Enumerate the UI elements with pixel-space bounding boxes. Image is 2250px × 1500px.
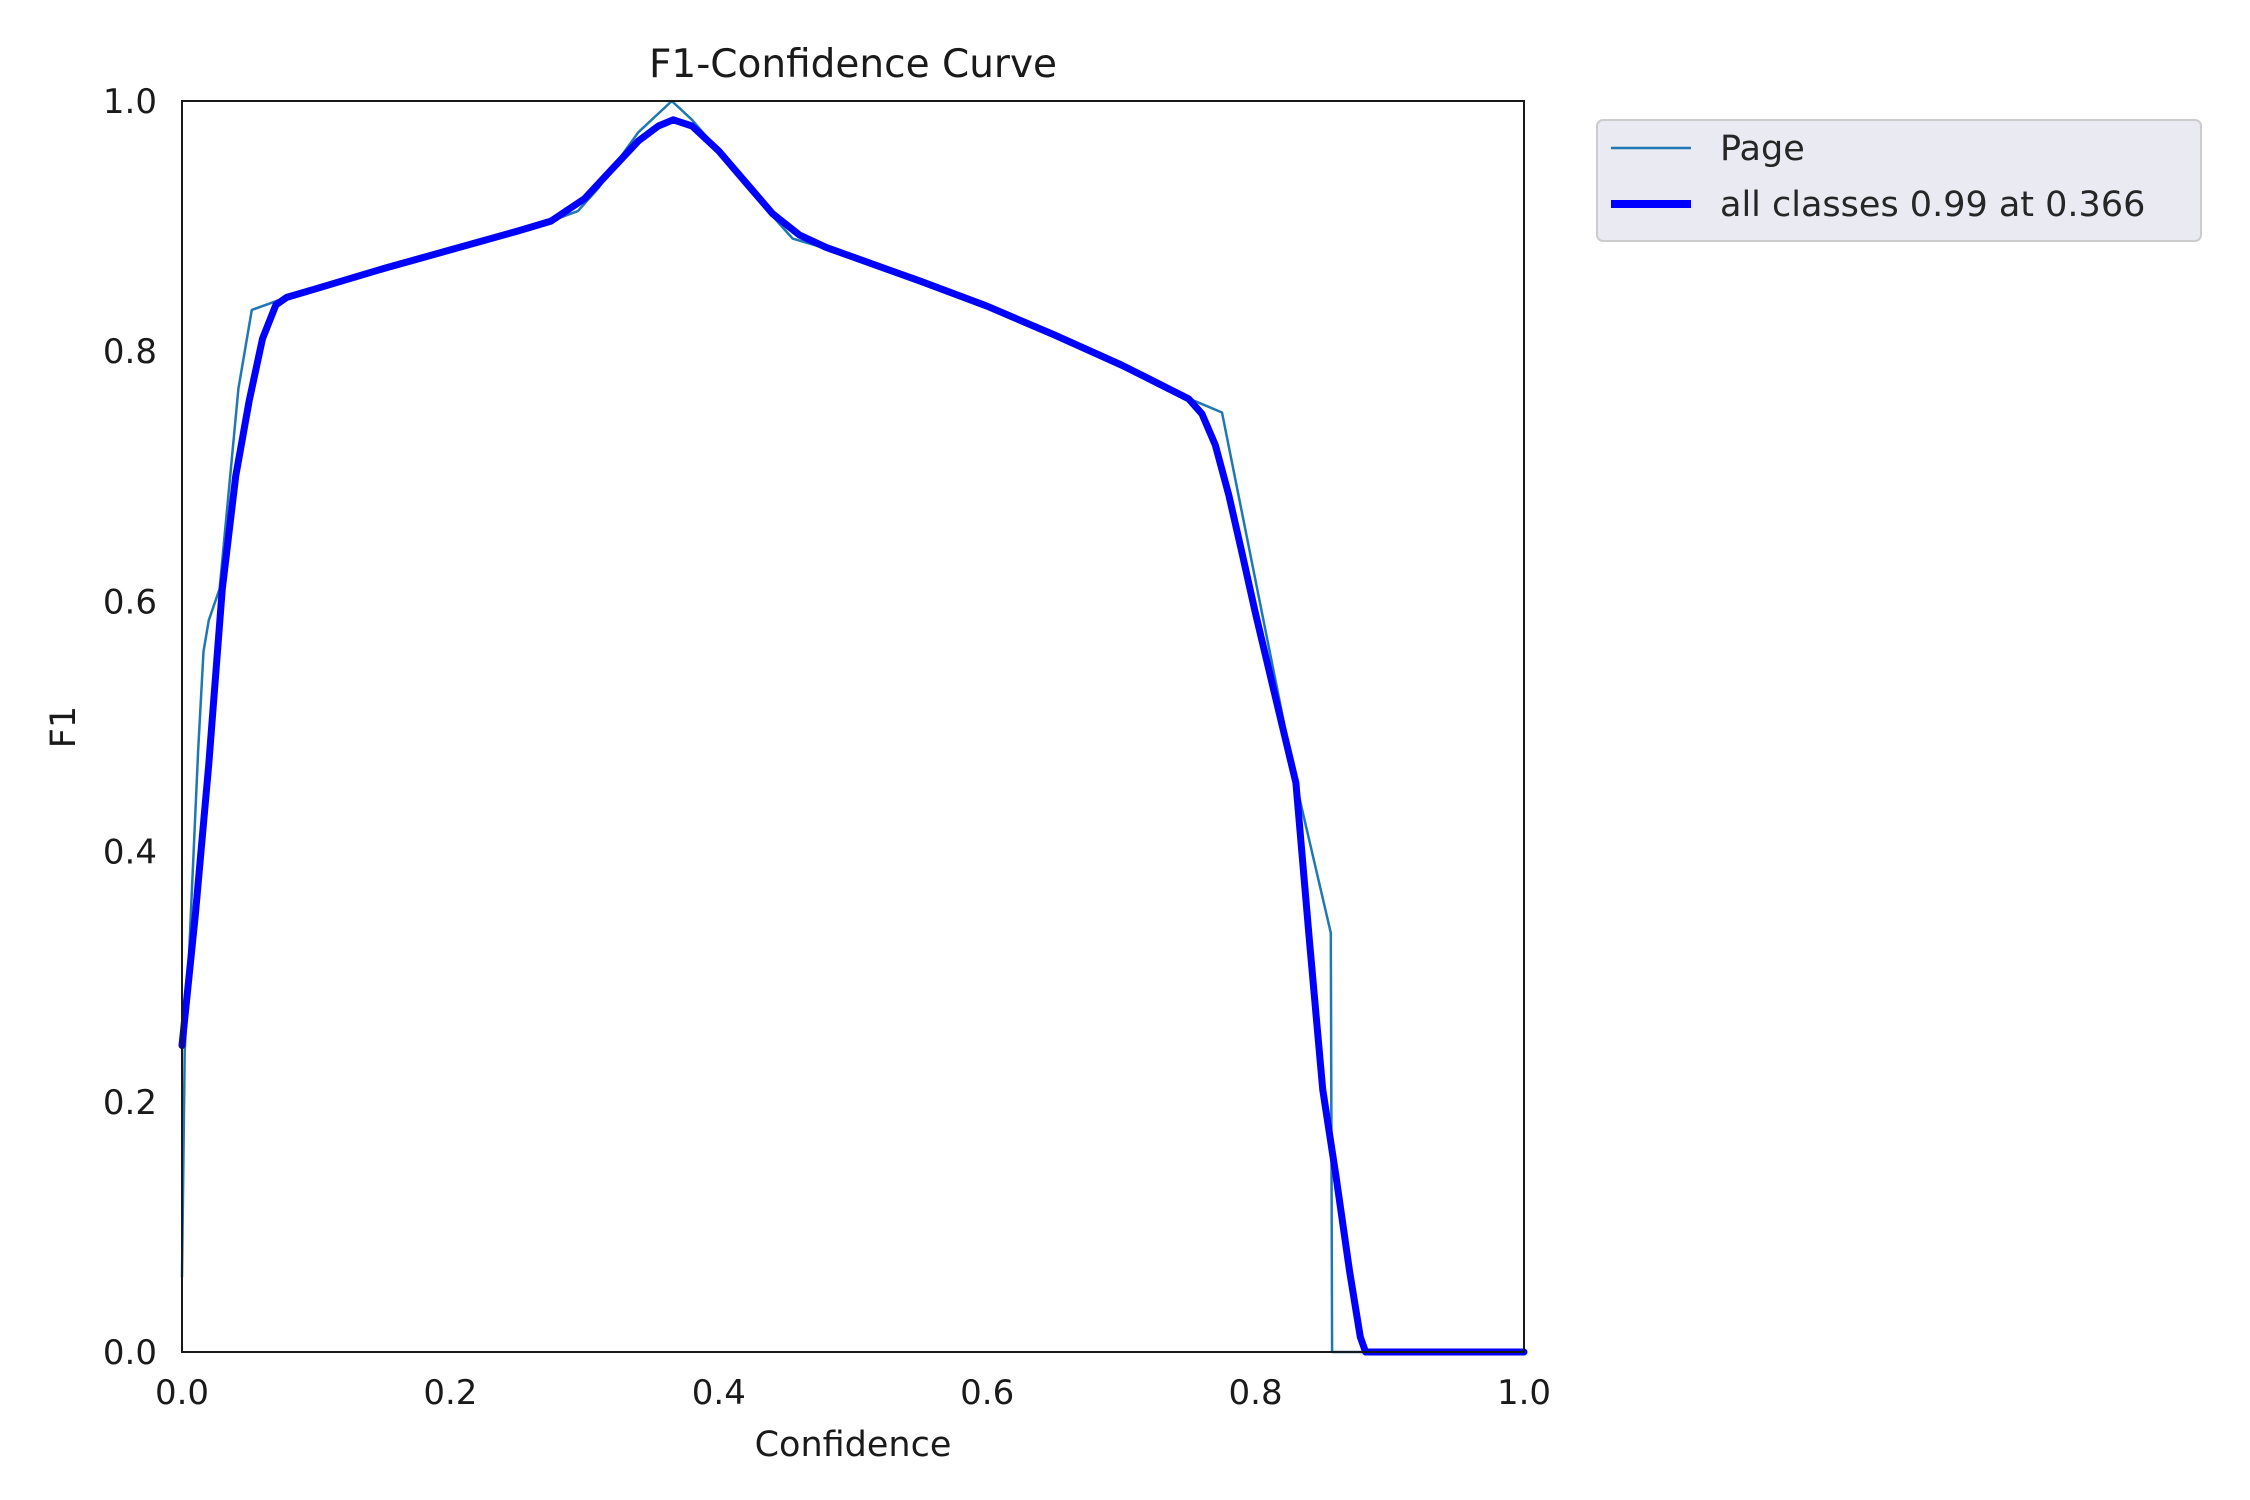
plot-frame (181, 100, 1525, 1353)
legend: Page all classes 0.99 at 0.366 (1596, 119, 2202, 242)
x-tick-label: 0.8 (1229, 1373, 1283, 1413)
x-axis-ticks: 0.0 0.2 0.4 0.6 0.8 1.0 (155, 1373, 1551, 1413)
y-tick-label: 0.2 (103, 1083, 157, 1123)
plot-area (182, 101, 1524, 1352)
legend-label-all-classes: all classes 0.99 at 0.366 (1720, 185, 2145, 225)
x-tick-label: 0.2 (423, 1373, 477, 1413)
x-axis-label: Confidence (755, 1425, 952, 1465)
y-tick-label: 0.4 (103, 833, 157, 873)
x-tick-label: 0.0 (155, 1373, 209, 1413)
legend-label-page: Page (1720, 129, 1805, 169)
chart-title: F1-Confidence Curve (649, 42, 1057, 87)
y-axis-ticks: 0.0 0.2 0.4 0.6 0.8 1.0 (103, 82, 157, 1373)
series-line-all-classes (178, 116, 1528, 1356)
series-layer (178, 99, 1528, 1356)
x-tick-label: 0.6 (960, 1373, 1014, 1413)
y-tick-label: 0.8 (103, 332, 157, 372)
y-tick-label: 0.6 (103, 582, 157, 622)
y-axis-label: F1 (44, 706, 84, 748)
y-tick-label: 0.0 (103, 1333, 157, 1373)
x-tick-label: 0.4 (692, 1373, 746, 1413)
legend-box (1596, 119, 2202, 242)
y-tick-label: 1.0 (103, 82, 157, 122)
x-tick-label: 1.0 (1497, 1373, 1551, 1413)
